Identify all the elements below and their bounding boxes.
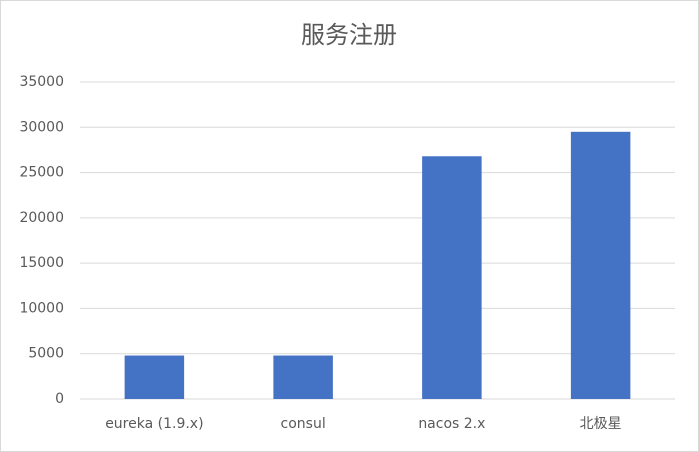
x-tick-label: eureka (1.9.x) <box>105 416 203 432</box>
y-tick-label: 15000 <box>19 255 64 271</box>
y-tick-label: 20000 <box>19 210 64 226</box>
y-tick-label: 25000 <box>19 165 64 181</box>
bar <box>124 355 185 399</box>
chart-title: 服务注册 <box>301 21 397 49</box>
y-tick-label: 10000 <box>19 300 64 316</box>
bar <box>570 131 631 400</box>
y-tick-label: 5000 <box>28 346 64 362</box>
bar <box>273 355 333 399</box>
y-tick-label: 35000 <box>19 74 64 90</box>
x-tick-label: consul <box>281 416 326 432</box>
y-tick-label: 0 <box>55 391 64 407</box>
x-tick-label: nacos 2.x <box>418 416 485 432</box>
x-tick-label: 北极星 <box>580 416 622 432</box>
y-tick-label: 30000 <box>19 119 64 135</box>
bar <box>422 156 482 399</box>
